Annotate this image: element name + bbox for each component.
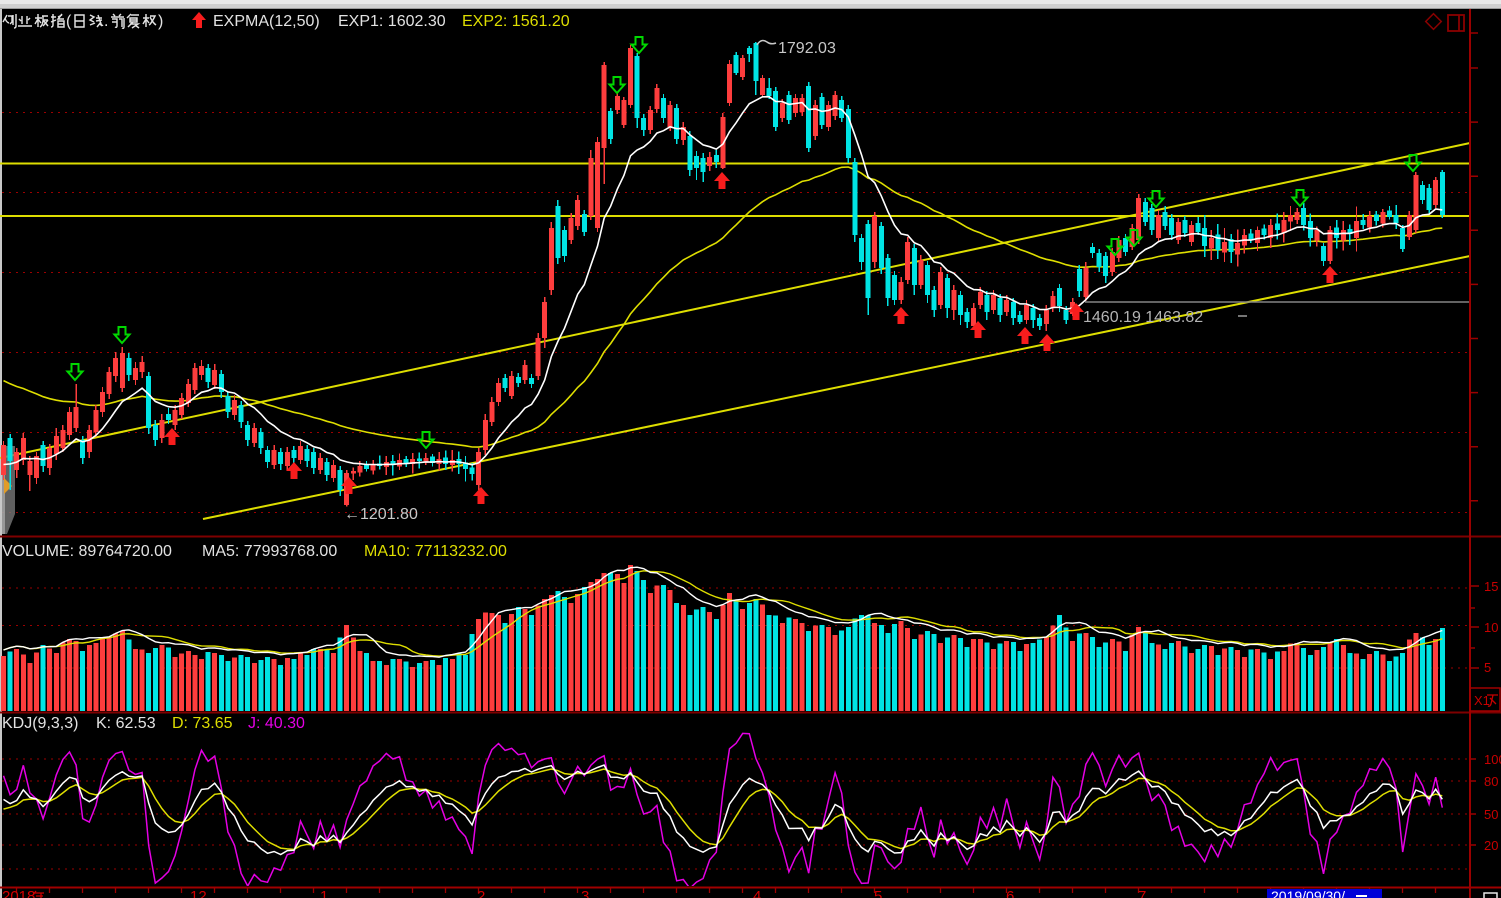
svg-text:EXP1: 1602.30: EXP1: 1602.30	[338, 13, 446, 30]
svg-text:MA10: 77113232.00: MA10: 77113232.00	[364, 543, 507, 560]
svg-text:J: 40.30: J: 40.30	[248, 715, 305, 732]
svg-text:80: 80	[1484, 774, 1498, 789]
svg-text:5: 5	[1484, 660, 1491, 675]
svg-text:10: 10	[1484, 620, 1498, 635]
svg-text:2018: 2018	[2, 888, 35, 898]
svg-text:2: 2	[477, 888, 485, 898]
svg-text:3: 3	[581, 888, 589, 898]
svg-text:100: 100	[1484, 752, 1501, 767]
svg-text:12: 12	[190, 888, 207, 898]
svg-text:1460.19 1463.82: 1460.19 1463.82	[1083, 309, 1203, 326]
svg-text:1792.03: 1792.03	[778, 40, 836, 57]
svg-text:4: 4	[753, 888, 761, 898]
svg-text:50: 50	[1484, 807, 1498, 822]
svg-text:KDJ(9,3,3): KDJ(9,3,3)	[2, 715, 78, 732]
svg-text:VOLUME: 89764720.00: VOLUME: 89764720.00	[2, 543, 172, 560]
svg-text:5: 5	[874, 888, 882, 898]
svg-text:EXP2: 1561.20: EXP2: 1561.20	[462, 13, 570, 30]
svg-text:.: .	[104, 13, 108, 30]
svg-text:MA5: 77993768.00: MA5: 77993768.00	[202, 543, 337, 560]
svg-text:20: 20	[1484, 838, 1498, 853]
svg-text:X1: X1	[1474, 693, 1490, 708]
svg-text:D: 73.65: D: 73.65	[172, 715, 233, 732]
svg-text:6: 6	[1006, 888, 1014, 898]
svg-text:1: 1	[320, 888, 328, 898]
svg-text:2019/09/30/: 2019/09/30/	[1271, 888, 1345, 898]
svg-text:←1201.80: ←1201.80	[344, 506, 418, 523]
svg-text:EXPMA(12,50): EXPMA(12,50)	[213, 13, 320, 30]
svg-text:(: (	[66, 13, 72, 30]
svg-text:): )	[158, 13, 163, 30]
svg-text:15: 15	[1484, 579, 1498, 594]
svg-text:7: 7	[1138, 888, 1146, 898]
svg-text:K: 62.53: K: 62.53	[96, 715, 156, 732]
